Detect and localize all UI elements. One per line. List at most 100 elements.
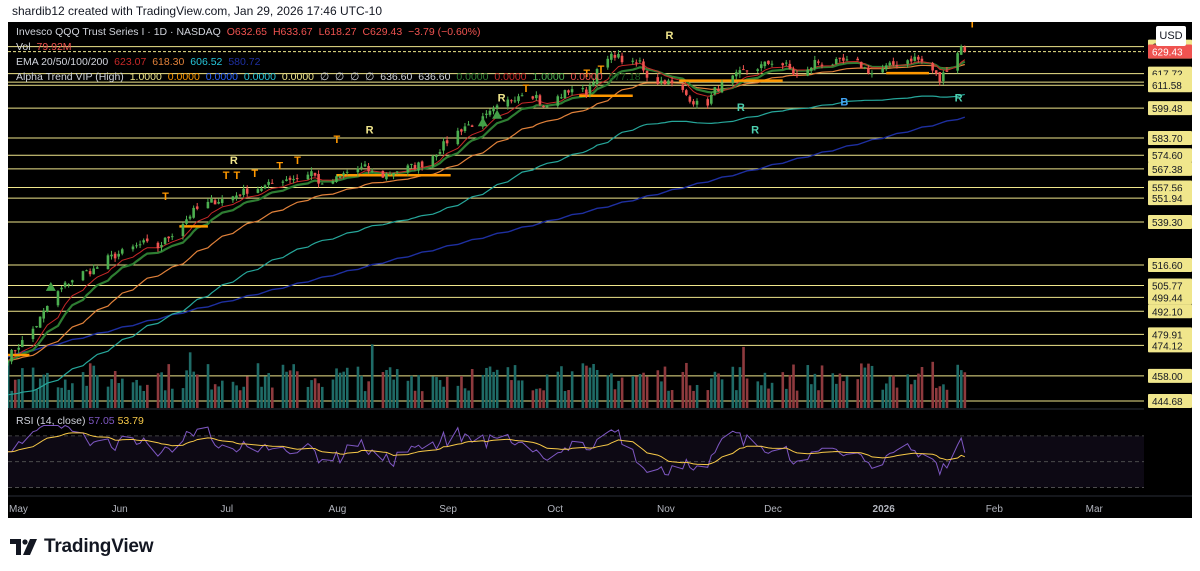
candle-body	[660, 80, 663, 83]
candle	[870, 70, 874, 78]
candle-body	[695, 100, 699, 105]
candle-body	[738, 70, 742, 75]
candle-body	[788, 63, 792, 69]
buy-triangle	[477, 117, 488, 127]
candle-body	[834, 59, 838, 65]
candle	[838, 57, 842, 63]
candle-body	[188, 216, 192, 219]
volume-bar	[742, 346, 745, 408]
candle	[185, 215, 188, 225]
candle-body	[535, 94, 538, 99]
candle	[370, 168, 374, 173]
candle	[610, 51, 613, 64]
volume-bar	[456, 385, 460, 408]
candle-body	[781, 63, 784, 66]
volume-bar	[96, 375, 99, 408]
candle-body	[31, 328, 35, 340]
x-tick-label: May	[9, 504, 28, 515]
volume-bar	[46, 372, 49, 408]
candle	[542, 105, 545, 108]
candle-body	[245, 188, 249, 194]
currency-button[interactable]: USD	[1156, 26, 1186, 46]
rsi-ma-value: 53.79	[117, 415, 144, 427]
candle	[331, 178, 335, 185]
signal-marker: T	[276, 161, 283, 173]
signal-marker: T	[233, 170, 240, 182]
candle	[560, 93, 563, 99]
candle	[270, 179, 274, 184]
candle	[642, 58, 645, 73]
volume-bar	[270, 387, 274, 408]
candle-body	[784, 62, 788, 64]
rsi-value: 57.05	[88, 415, 115, 427]
volume-bar	[867, 363, 870, 408]
candle-body	[638, 60, 642, 62]
candle	[460, 128, 463, 136]
price-level-text: 539.30	[1152, 218, 1183, 229]
candle-body	[410, 163, 413, 165]
candle-body	[8, 360, 10, 363]
candle	[660, 76, 663, 86]
candle	[113, 251, 117, 262]
volume-bar	[345, 367, 349, 408]
volume-bar	[513, 365, 517, 408]
candle	[31, 326, 35, 343]
alpha-v5: 0.0000	[281, 71, 315, 83]
rsi-ma-line	[8, 432, 965, 466]
alpha-trend-line	[8, 60, 966, 362]
volume-bar	[92, 365, 96, 408]
volume-bar	[556, 371, 560, 408]
candle-body	[667, 80, 670, 85]
candle-body	[542, 105, 545, 108]
price-level-label: 505.77	[1148, 278, 1192, 293]
candle	[17, 343, 21, 354]
volume-bar	[720, 379, 724, 408]
candle-body	[135, 245, 138, 247]
alpha-v9: ∅	[365, 71, 375, 83]
volume-bar	[595, 369, 599, 408]
volume-bar	[610, 373, 613, 408]
volume-legend: Vol 79.92M	[16, 41, 75, 53]
volume-bar	[956, 364, 960, 408]
volume-bar	[388, 367, 392, 408]
candle	[781, 62, 784, 70]
x-tick-label: Oct	[547, 504, 563, 515]
x-tick-label: 2026	[873, 504, 896, 515]
candle-body	[417, 162, 420, 171]
candle	[156, 241, 160, 252]
candle-body	[884, 65, 888, 70]
volume-bar	[281, 364, 285, 408]
candle-body	[606, 58, 610, 68]
volume-bar	[931, 361, 935, 408]
candle	[831, 63, 834, 66]
price-level-label: 567.38	[1148, 161, 1192, 176]
candle	[206, 198, 210, 209]
volume-bar	[710, 378, 713, 408]
candle-body	[395, 171, 399, 173]
volume-bar	[560, 366, 563, 408]
candle	[717, 85, 720, 92]
price-level-label: 479.91	[1148, 327, 1192, 342]
volume-bar	[520, 380, 524, 408]
signal-marker: T	[251, 168, 258, 180]
volume-bar	[81, 372, 85, 408]
candle-body	[817, 61, 820, 63]
change-value: −3.79 (−0.60%)	[408, 26, 481, 38]
candle	[210, 195, 213, 203]
candle	[435, 154, 438, 161]
volume-bar	[235, 385, 238, 408]
candle	[70, 279, 74, 287]
volume-bar	[21, 368, 24, 408]
candle	[8, 359, 10, 366]
candle-body	[920, 58, 924, 62]
candle	[842, 53, 845, 64]
candle-body	[520, 95, 524, 97]
candle	[163, 236, 167, 245]
candle-body	[567, 90, 570, 93]
volume-bar	[767, 388, 770, 408]
candle	[617, 50, 620, 59]
candle-body	[717, 88, 720, 92]
rsi-line	[8, 424, 966, 477]
